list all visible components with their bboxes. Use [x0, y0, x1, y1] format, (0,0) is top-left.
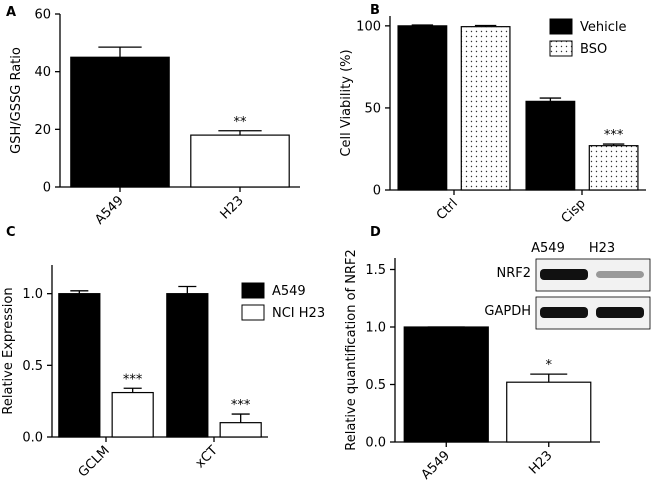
- inset-row-label: NRF2: [496, 266, 531, 281]
- bar: [111, 391, 154, 438]
- y-axis-label: Cell Viability (%): [339, 49, 354, 156]
- significance: *: [546, 358, 553, 373]
- blot-band: [540, 269, 588, 280]
- inset-lane-label: A549: [531, 241, 565, 256]
- y-tick-label: 0: [43, 181, 51, 196]
- legend-label: A549: [272, 284, 306, 299]
- x-tick-label: GCLM: [76, 443, 113, 480]
- y-tick-label: 50: [364, 101, 381, 116]
- blot-band: [596, 271, 644, 278]
- y-tick-label: 0.0: [22, 431, 43, 446]
- bar: [70, 56, 170, 188]
- x-tick-label: H23: [218, 193, 247, 222]
- significance: ***: [604, 128, 624, 143]
- y-tick-label: 40: [34, 65, 51, 80]
- legend-swatch: [549, 40, 573, 57]
- y-tick-label: 100: [356, 19, 381, 34]
- bar: [403, 326, 489, 443]
- y-tick-label: 0.0: [365, 436, 386, 451]
- panel-label: D: [370, 225, 381, 240]
- panel-label: C: [6, 225, 16, 240]
- y-axis-label: Relative Expression: [1, 287, 16, 414]
- legend-label: Vehicle: [580, 20, 627, 35]
- legend-swatch: [241, 282, 265, 299]
- panel-label: A: [6, 5, 16, 20]
- bar: [506, 381, 592, 443]
- significance: ***: [123, 372, 143, 387]
- legend-swatch: [549, 18, 573, 35]
- x-tick-label: A549: [419, 448, 453, 482]
- x-tick-label: A549: [92, 193, 126, 227]
- bar: [460, 26, 511, 191]
- bar: [219, 422, 262, 438]
- x-tick-label: H23: [526, 448, 555, 477]
- y-tick-label: 60: [34, 8, 51, 23]
- bar: [58, 293, 101, 438]
- blot-band: [596, 307, 644, 318]
- y-tick-label: 0.5: [365, 378, 386, 393]
- blot-band: [540, 307, 588, 318]
- y-tick-label: 20: [34, 123, 51, 138]
- bar: [397, 25, 448, 191]
- significance: **: [234, 115, 248, 130]
- y-tick-label: 0: [373, 184, 381, 199]
- inset-lane-label: H23: [589, 241, 615, 256]
- y-tick-label: 0.5: [22, 359, 43, 374]
- y-tick-label: 1.0: [365, 321, 386, 336]
- y-tick-label: 1.5: [365, 263, 386, 278]
- y-axis-label: Relative quantification of NRF2: [344, 249, 359, 450]
- significance: ***: [231, 398, 251, 413]
- legend-label: NCI H23: [272, 306, 325, 321]
- inset-row-label: GAPDH: [484, 304, 531, 319]
- y-tick-label: 1.0: [22, 287, 43, 302]
- x-tick-label: Cisp: [559, 196, 589, 226]
- legend-swatch: [241, 304, 265, 321]
- bar: [190, 134, 290, 188]
- bar: [588, 145, 639, 191]
- bar: [166, 293, 209, 438]
- x-tick-label: Ctrl: [434, 196, 461, 223]
- x-tick-label: xCT: [193, 443, 221, 471]
- legend-label: BSO: [580, 42, 607, 57]
- y-axis-label: GSH/GSSG Ratio: [9, 47, 24, 154]
- panel-label: B: [370, 3, 380, 18]
- bar: [525, 100, 576, 191]
